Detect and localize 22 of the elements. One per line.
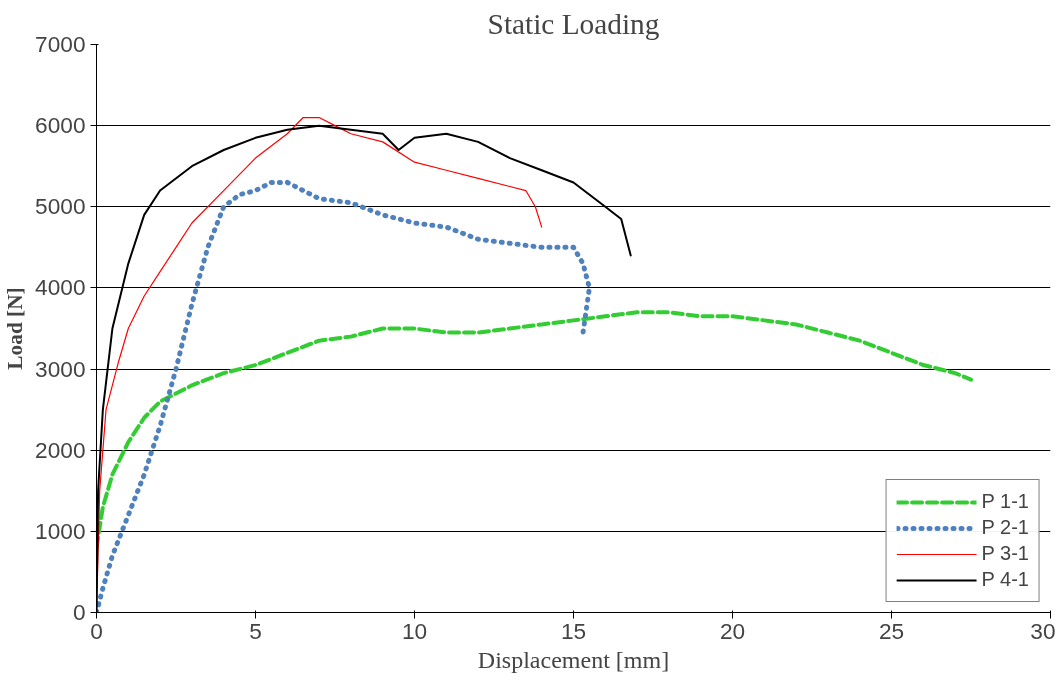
- y-tick-label: 5000: [35, 193, 86, 220]
- y-tick-label: 4000: [35, 274, 86, 301]
- y-tick-label: 1000: [35, 517, 86, 544]
- x-tick-label: 10: [401, 617, 428, 644]
- chart-title: Static Loading: [487, 7, 660, 40]
- y-tick-label: 6000: [35, 112, 86, 139]
- x-tick-label: 25: [878, 617, 905, 644]
- x-tick-label: 0: [90, 617, 103, 644]
- y-tick-label: 2000: [35, 436, 86, 463]
- x-tick-label: 15: [560, 617, 587, 644]
- x-axis-title: Displacement [mm]: [477, 646, 670, 673]
- x-tick-label: 20: [719, 617, 746, 644]
- legend-label: P 3-1: [981, 542, 1029, 565]
- legend-label: P 1-1: [981, 490, 1029, 513]
- y-tick-label: 7000: [35, 31, 86, 57]
- legend-label: P 4-1: [981, 568, 1029, 591]
- y-tick-label: 0: [72, 599, 86, 625]
- y-tick-label: 3000: [35, 355, 86, 382]
- x-tick-label: 5: [249, 617, 262, 644]
- y-axis-title: Load [N]: [3, 287, 28, 370]
- x-tick-label: 30: [1030, 617, 1056, 644]
- legend-label: P 2-1: [981, 516, 1029, 539]
